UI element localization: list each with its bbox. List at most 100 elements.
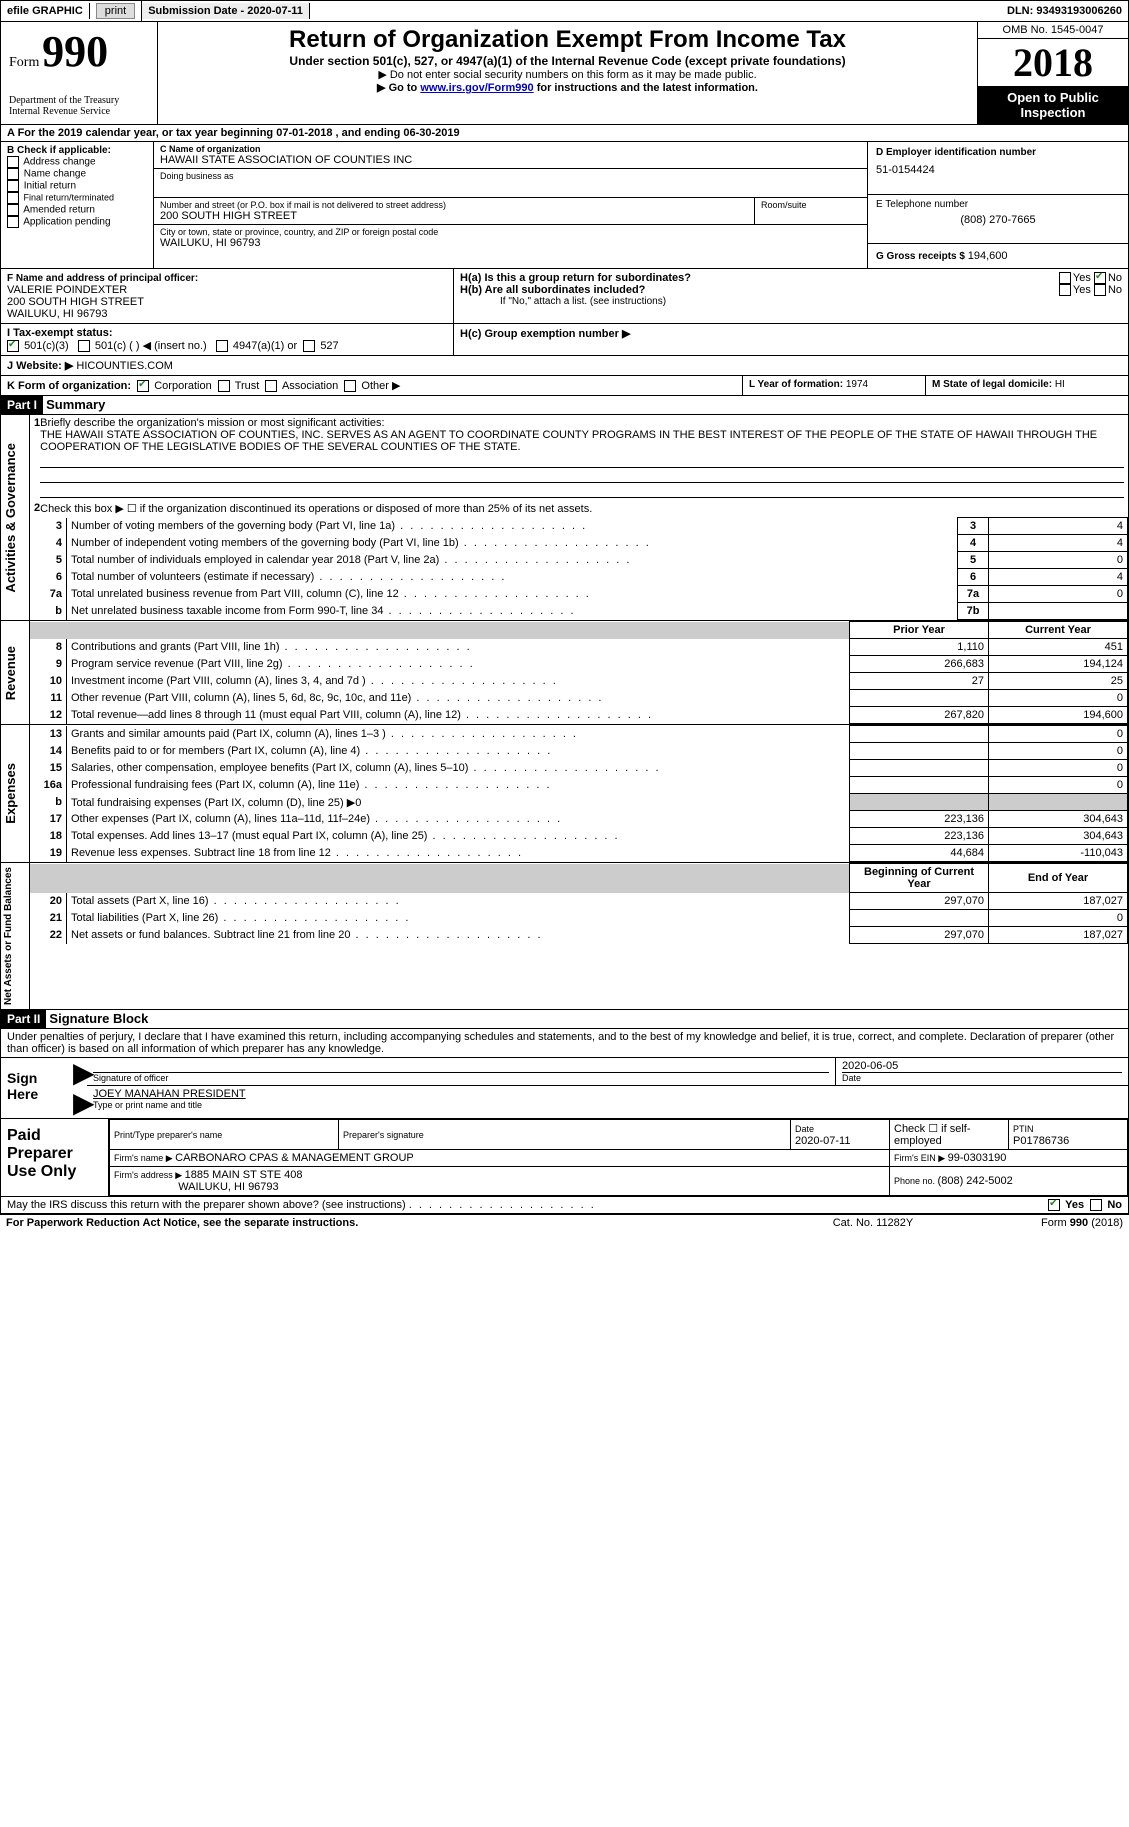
corporation-checkbox[interactable] [137,380,149,392]
boxI-label: I Tax-exempt status: [7,327,113,339]
omb-number: OMB No. 1545-0047 [978,22,1128,39]
lineA-mid: , and ending [332,127,403,139]
form-label: Form [9,55,39,70]
name-change-checkbox[interactable] [7,168,19,180]
table-row: 8 Contributions and grants (Part VIII, l… [30,639,1128,656]
boxJ-label: J Website: ▶ [7,360,76,372]
application-pending-checkbox[interactable] [7,216,19,228]
part2-header: Part II [1,1010,46,1028]
501c3-checkbox[interactable] [7,340,19,352]
4947-checkbox[interactable] [216,340,228,352]
mission-label: Briefly describe the organization's miss… [40,417,384,429]
tax-year: 2018 [978,39,1128,86]
table-row: 3 Number of voting members of the govern… [30,518,1128,535]
lineA-end: 06-30-2019 [403,127,459,139]
dept-treasury: Department of the Treasury Internal Reve… [9,95,149,117]
group-yes-label: Yes [1073,272,1091,284]
netassets-table: Beginning of Current Year End of Year20 … [30,863,1128,944]
irs-link[interactable]: www.irs.gov/Form990 [420,82,533,94]
print-button[interactable]: print [96,3,135,19]
preparer-title: Paid Preparer Use Only [1,1119,109,1196]
goto-prefix: ▶ Go to [377,82,420,94]
sidebar-expenses: Expenses [1,759,20,828]
expenses-section: Expenses 13 Grants and similar amounts p… [0,725,1129,863]
firm-ein-value: 99-0303190 [948,1152,1007,1164]
firm-phone-value: (808) 242-5002 [938,1175,1013,1187]
discuss-yes-checkbox[interactable] [1048,1199,1060,1211]
boxD-label: D Employer identification number [876,147,1036,158]
org-name: HAWAII STATE ASSOCIATION OF COUNTIES INC [160,154,861,166]
prep-sig-label: Preparer's signature [343,1130,424,1140]
website-row: J Website: ▶ HICOUNTIES.COM [0,356,1129,376]
table-row: 20 Total assets (Part X, line 16) 297,07… [30,893,1128,910]
efile-label: efile GRAPHIC [1,3,90,19]
application-pending-label: Application pending [23,217,110,228]
527-label: 527 [320,340,338,352]
form-number: 990 [42,27,108,76]
boxC-name-label: C Name of organization [160,144,261,154]
group-yes-checkbox[interactable] [1059,272,1071,284]
blank-line [40,468,1124,483]
ptin-value: P01786736 [1013,1135,1069,1147]
table-row: 6 Total number of volunteers (estimate i… [30,569,1128,586]
discuss-yes-label: Yes [1065,1199,1084,1211]
group-no-checkbox[interactable] [1094,272,1106,284]
boxH-note: If "No," attach a list. (see instruction… [460,296,1122,307]
boxHb-label: H(b) Are all subordinates included? [460,284,645,296]
address-change-label: Address change [23,157,95,168]
table-row: 9 Program service revenue (Part VIII, li… [30,656,1128,673]
initial-return-checkbox[interactable] [7,180,19,192]
table-row: 21 Total liabilities (Part X, line 26) 0 [30,910,1128,927]
form-title: Return of Organization Exempt From Incom… [166,26,969,54]
discuss-no-checkbox[interactable] [1090,1199,1102,1211]
goto-instruction: ▶ Go to www.irs.gov/Form990 for instruct… [166,81,969,94]
table-row: 19 Revenue less expenses. Subtract line … [30,845,1128,862]
501c-checkbox[interactable] [78,340,90,352]
discuss-text: May the IRS discuss this return with the… [7,1199,406,1211]
table-row: b Net unrelated business taxable income … [30,603,1128,620]
table-row: 18 Total expenses. Add lines 13–17 (must… [30,828,1128,845]
room-label: Room/suite [761,200,861,210]
subs-no-checkbox[interactable] [1094,284,1106,296]
top-bar: efile GRAPHIC print Submission Date - 20… [0,0,1129,22]
revenue-section: Revenue Prior Year Current Year8 Contrib… [0,621,1129,725]
signer-name: JOEY MANAHAN PRESIDENT [93,1088,1122,1100]
status-block: I Tax-exempt status: 501(c)(3) 501(c) ( … [0,324,1129,356]
trust-checkbox[interactable] [218,380,230,392]
table-row: b Total fundraising expenses (Part IX, c… [30,794,1128,811]
amended-return-checkbox[interactable] [7,204,19,216]
open-bot: Inspection [1020,105,1085,120]
address-change-checkbox[interactable] [7,156,19,168]
boxB-label: B Check if applicable: [7,145,111,156]
cat-number: Cat. No. 11282Y [773,1217,973,1229]
footer-row: For Paperwork Reduction Act Notice, see … [0,1214,1129,1231]
other-checkbox[interactable] [344,380,356,392]
501c3-label: 501(c)(3) [24,340,69,352]
org-city: WAILUKU, HI 96793 [160,237,861,249]
boxF-label: F Name and address of principal officer: [7,273,198,284]
trust-label: Trust [235,380,260,392]
ptin-label: PTIN [1013,1124,1034,1134]
subs-yes-checkbox[interactable] [1059,284,1071,296]
prep-date-label: Date [795,1124,814,1134]
form-header: Form 990 Department of the Treasury Inte… [0,22,1129,125]
dln-label: DLN: [1007,5,1036,17]
sidebar-governance: Activities & Governance [1,439,20,597]
527-checkbox[interactable] [303,340,315,352]
association-checkbox[interactable] [265,380,277,392]
4947-label: 4947(a)(1) or [233,340,297,352]
preparer-table: Print/Type preparer's name Preparer's si… [109,1119,1128,1196]
other-label: Other ▶ [361,380,400,392]
boxK-label: K Form of organization: [7,380,131,392]
lineA-prefix: A For the 2019 calendar year, or tax yea… [7,127,276,139]
sign-arrow-icon: ▶▶ [73,1058,87,1118]
formation-year: 1974 [846,379,868,390]
final-return-checkbox[interactable] [7,192,19,204]
prep-date-value: 2020-07-11 [795,1135,850,1147]
blank-line [40,453,1124,468]
form-subtitle: Under section 501(c), 527, or 4947(a)(1)… [166,54,969,68]
sign-date-value: 2020-06-05 [842,1060,1122,1072]
boxM-label: M State of legal domicile: [932,379,1055,390]
governance-section: Activities & Governance 1 Briefly descri… [0,415,1129,621]
pra-notice: For Paperwork Reduction Act Notice, see … [6,1217,358,1229]
